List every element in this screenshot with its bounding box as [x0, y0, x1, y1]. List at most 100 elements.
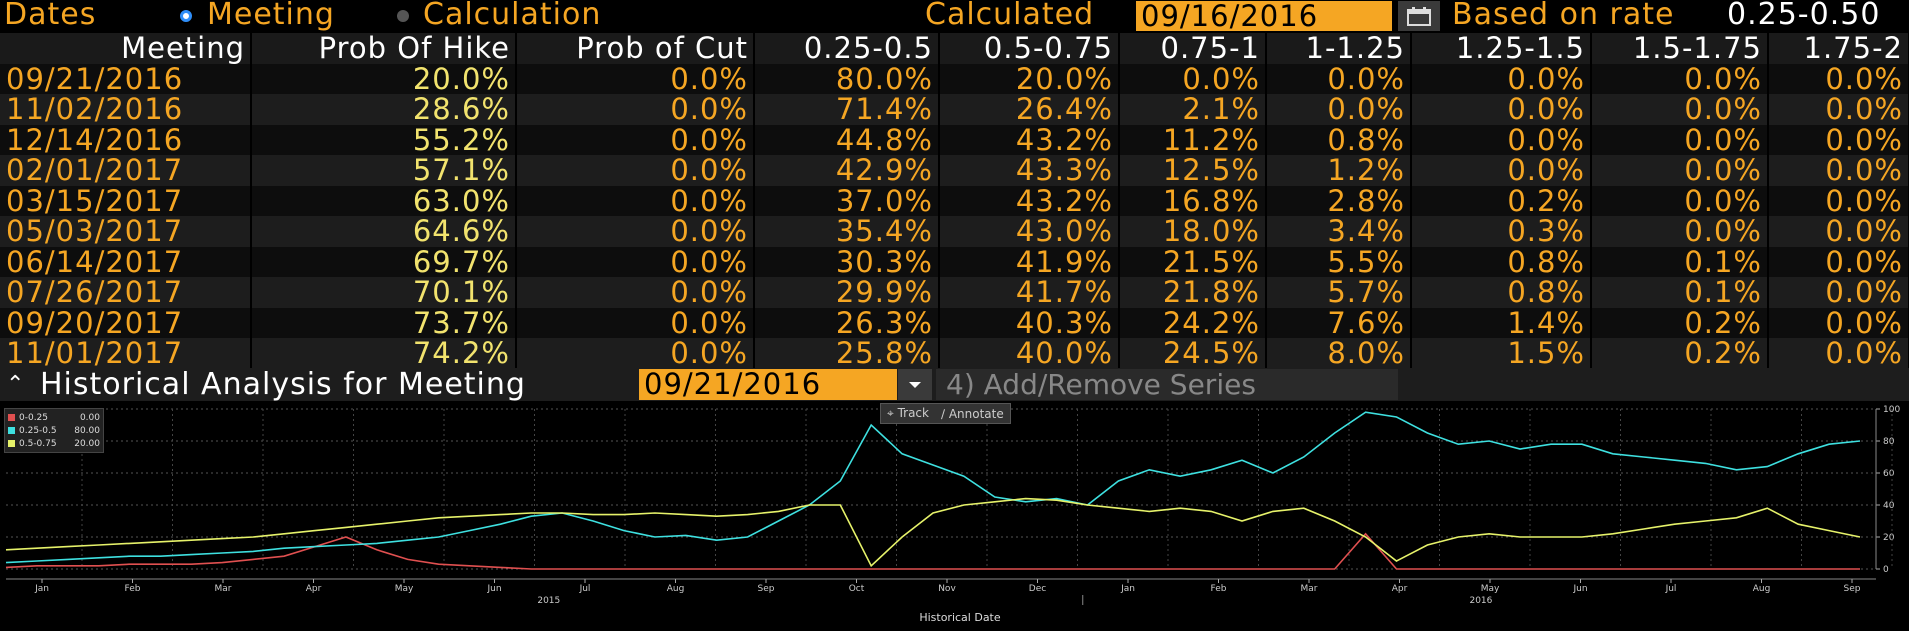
table-cell: 0.0% [1768, 124, 1909, 155]
col-header[interactable]: 1.75-2 [1768, 33, 1909, 64]
table-cell: 71.4% [754, 94, 940, 125]
table-cell: 0.0% [1591, 185, 1769, 216]
table-cell: 24.5% [1119, 338, 1267, 369]
x-tick-label: Jun [486, 584, 501, 594]
table-cell: 43.2% [939, 185, 1120, 216]
table-cell: 1.2% [1266, 155, 1412, 186]
table-row[interactable]: 05/03/2017 64.6% 0.0% 35.4% 43.0% 18.0% 3.4% 0.… [0, 216, 1909, 247]
x-tick-label: Jan [1120, 584, 1135, 594]
table-cell: 0.8% [1411, 277, 1592, 308]
meeting-date-select[interactable]: 09/21/2016 [639, 369, 897, 400]
x-tick-label: Sep [758, 584, 775, 594]
table-cell: 0.0% [1591, 94, 1769, 125]
table-cell: 64.6% [251, 216, 517, 247]
collapse-icon[interactable]: ⌃ [6, 372, 25, 397]
col-header[interactable]: 0.25-0.5 [754, 33, 940, 64]
table-cell: 0.0% [1768, 246, 1909, 277]
add-remove-series-button[interactable]: 4) Add/Remove Series [936, 369, 1398, 400]
table-cell: 0.0% [1411, 155, 1592, 186]
table-row[interactable]: 09/20/2017 73.7% 0.0% 26.3% 40.3% 24.2% 7.6% 1.… [0, 307, 1909, 338]
meeting-date-cell: 11/01/2017 [0, 338, 252, 369]
table-row[interactable]: 07/26/2017 70.1% 0.0% 29.9% 41.7% 21.8% 5.7% 0.… [0, 277, 1909, 308]
table-cell: 0.0% [1119, 63, 1267, 94]
table-cell: 2.8% [1266, 185, 1412, 216]
table-row[interactable]: 02/01/2017 57.1% 0.0% 42.9% 43.3% 12.5% 1.2% 0.… [0, 155, 1909, 186]
chart-legend: 0-0.25 0.00 0.25-0.5 80.00 0.5-0.75 20.0… [4, 408, 104, 453]
table-cell: 0.0% [1591, 155, 1769, 186]
x-tick-label: Jan [34, 584, 49, 594]
calculation-radio[interactable] [397, 10, 409, 22]
annotate-button[interactable]: ∕ Annotate [940, 406, 1004, 421]
table-cell: 0.2% [1591, 338, 1769, 369]
col-header[interactable]: Prob Of Hike [251, 33, 517, 64]
table-row[interactable]: 11/02/2016 28.6% 0.0% 71.4% 26.4% 2.1% 0.0% 0.0… [0, 94, 1909, 125]
calendar-icon[interactable] [1398, 1, 1440, 31]
table-row[interactable]: 11/01/2017 74.2% 0.0% 25.8% 40.0% 24.5% 8.0% 1.… [0, 338, 1909, 369]
table-cell: 20.0% [939, 63, 1120, 94]
table-row[interactable]: 03/15/2017 63.0% 0.0% 37.0% 43.2% 16.8% 2.8% 0.… [0, 185, 1909, 216]
table-cell: 28.6% [251, 94, 517, 125]
table-cell: 0.0% [516, 246, 755, 277]
col-header[interactable]: 1.25-1.5 [1411, 33, 1592, 64]
table-cell: 0.0% [1266, 94, 1412, 125]
calculated-date-input[interactable]: 09/16/2016 [1136, 1, 1392, 31]
y-tick-label: 60 [1883, 469, 1895, 479]
table-row[interactable]: 12/14/2016 55.2% 0.0% 44.8% 43.2% 11.2% 0.8% 0.… [0, 124, 1909, 155]
table-cell: 0.0% [1768, 307, 1909, 338]
based-on-rate-label: Based on rate [1452, 0, 1675, 32]
table-cell: 0.0% [516, 338, 755, 369]
table-cell: 11.2% [1119, 124, 1267, 155]
col-header[interactable]: Prob of Cut [516, 33, 755, 64]
col-header[interactable]: 0.5-0.75 [939, 33, 1120, 64]
meeting-date-cell: 09/21/2016 [0, 63, 252, 94]
table-header-row: Meeting Prob Of Hike Prob of Cut 0.25-0.… [0, 33, 1909, 64]
col-header[interactable]: 1.5-1.75 [1591, 33, 1769, 64]
table-cell: 0.0% [1768, 338, 1909, 369]
table-row[interactable]: 09/21/2016 20.0% 0.0% 80.0% 20.0% 0.0% 0.0% 0.0… [0, 63, 1909, 94]
calculation-radio-label[interactable]: Calculation [423, 0, 602, 32]
table-cell: 35.4% [754, 216, 940, 247]
table-cell: 0.8% [1266, 124, 1412, 155]
table-cell: 1.4% [1411, 307, 1592, 338]
table-cell: 0.0% [516, 94, 755, 125]
col-header[interactable]: Meeting [0, 33, 252, 64]
table-row[interactable]: 06/14/2017 69.7% 0.0% 30.3% 41.9% 21.5% 5.5% 0.… [0, 246, 1909, 277]
historical-analysis-bar: ⌃ Historical Analysis for Meeting 09/21/… [0, 367, 1909, 402]
y-tick-label: 20 [1883, 533, 1895, 543]
meeting-radio-label[interactable]: Meeting [207, 0, 335, 32]
table-cell: 25.8% [754, 338, 940, 369]
table-cell: 0.0% [1266, 63, 1412, 94]
legend-label: 0-0.25 [19, 412, 49, 423]
historical-analysis-label: Historical Analysis for Meeting [40, 367, 526, 402]
col-header[interactable]: 1-1.25 [1266, 33, 1412, 64]
x-tick-label: Dec [1029, 584, 1046, 594]
meeting-date-cell: 11/02/2016 [0, 94, 252, 125]
x-tick-label: Oct [849, 584, 865, 594]
legend-swatch [8, 414, 15, 421]
col-header[interactable]: 0.75-1 [1119, 33, 1267, 64]
table-cell: 0.0% [516, 185, 755, 216]
meeting-date-cell: 06/14/2017 [0, 246, 252, 277]
table-cell: 0.0% [1768, 216, 1909, 247]
x-tick-label: May [395, 584, 414, 594]
table-cell: 0.0% [516, 277, 755, 308]
table-cell: 0.3% [1411, 216, 1592, 247]
table-cell: 26.4% [939, 94, 1120, 125]
x-tick-label: Mar [1301, 584, 1318, 594]
legend-swatch [8, 427, 15, 434]
table-cell: 30.3% [754, 246, 940, 277]
chevron-down-icon[interactable] [898, 369, 932, 400]
meeting-date-cell: 09/20/2017 [0, 307, 252, 338]
table-cell: 41.7% [939, 277, 1120, 308]
table-cell: 0.0% [516, 155, 755, 186]
track-button[interactable]: ⌖ Track [887, 406, 929, 420]
meeting-radio[interactable] [180, 10, 192, 22]
x-tick-label: Jul [1665, 584, 1677, 594]
legend-label: 0.25-0.5 [19, 425, 57, 436]
table-cell: 0.0% [1768, 94, 1909, 125]
legend-item: 0.5-0.75 20.00 [8, 437, 100, 450]
table-cell: 0.0% [1768, 63, 1909, 94]
legend-item: 0-0.25 0.00 [8, 411, 100, 424]
legend-swatch [8, 440, 15, 447]
